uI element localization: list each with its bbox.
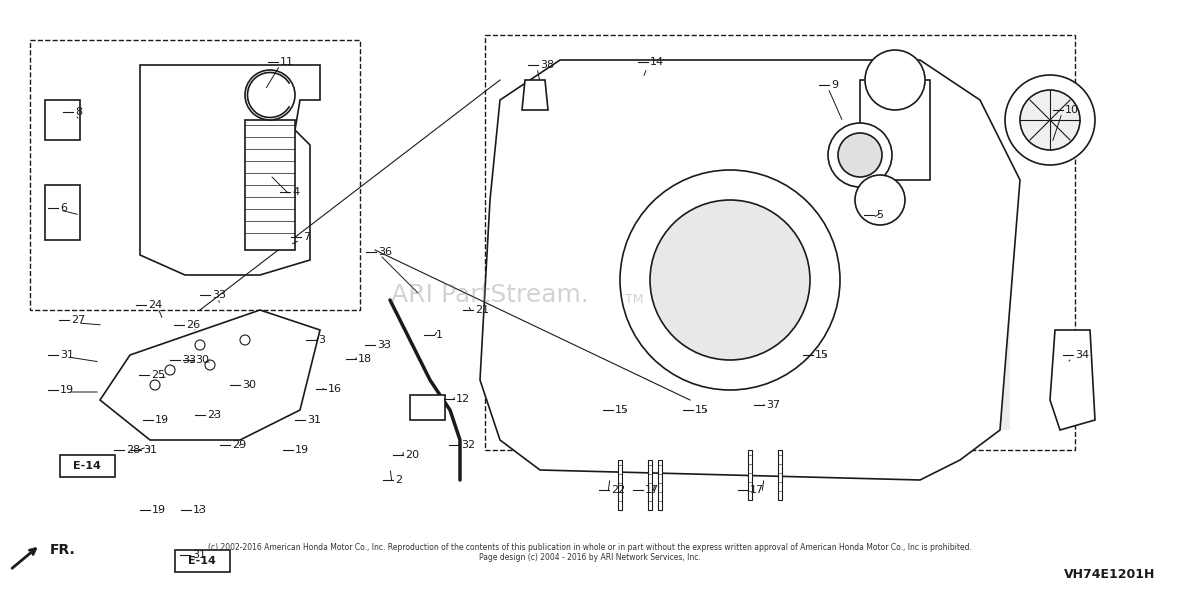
- Text: 21: 21: [476, 305, 490, 315]
- Text: 18: 18: [358, 354, 372, 364]
- Text: 7: 7: [303, 232, 310, 242]
- Bar: [245, 120, 295, 250]
- Text: 25: 25: [151, 370, 165, 380]
- Bar: [748, 450, 752, 500]
- Text: 19: 19: [152, 505, 166, 515]
- Circle shape: [205, 360, 215, 370]
- Text: 30: 30: [195, 355, 209, 365]
- Text: 14: 14: [650, 57, 664, 67]
- Circle shape: [245, 70, 295, 120]
- Bar: [30, 40, 360, 310]
- Text: 30: 30: [242, 380, 256, 390]
- Text: 19: 19: [295, 445, 309, 455]
- Text: 15: 15: [815, 350, 830, 360]
- Circle shape: [1005, 75, 1095, 165]
- Circle shape: [650, 200, 809, 360]
- Circle shape: [838, 133, 881, 177]
- Text: 13: 13: [194, 505, 206, 515]
- Text: 38: 38: [540, 60, 555, 70]
- Text: 20: 20: [405, 450, 419, 460]
- Circle shape: [165, 365, 175, 375]
- Polygon shape: [1050, 330, 1095, 430]
- Text: 3: 3: [317, 335, 324, 345]
- Text: TM: TM: [625, 293, 643, 306]
- Bar: [485, 35, 1075, 450]
- Bar: [45, 185, 80, 240]
- Text: 10: 10: [1066, 105, 1079, 115]
- Bar: [658, 460, 662, 510]
- Bar: [778, 450, 782, 500]
- Text: 31: 31: [143, 445, 157, 455]
- Text: 34: 34: [1075, 350, 1089, 360]
- Text: 31: 31: [192, 550, 206, 560]
- Text: 15: 15: [615, 405, 629, 415]
- Text: VH74E1201H: VH74E1201H: [1063, 569, 1155, 582]
- Text: 29: 29: [232, 440, 247, 450]
- Text: 19: 19: [60, 385, 74, 395]
- Text: E-14: E-14: [188, 556, 216, 566]
- Bar: [409, 395, 445, 420]
- Circle shape: [195, 340, 205, 350]
- Text: 27: 27: [71, 315, 85, 325]
- Text: 33: 33: [376, 340, 391, 350]
- Polygon shape: [522, 80, 548, 110]
- Text: 24: 24: [148, 300, 162, 310]
- Circle shape: [865, 50, 925, 110]
- Bar: [618, 460, 622, 510]
- Text: 2: 2: [395, 475, 402, 485]
- Circle shape: [856, 175, 905, 225]
- Text: 31: 31: [307, 415, 321, 425]
- Text: 4: 4: [291, 187, 299, 197]
- Bar: [560, 280, 1010, 430]
- Text: 8: 8: [76, 107, 83, 117]
- Circle shape: [1020, 90, 1080, 150]
- Polygon shape: [480, 60, 1020, 480]
- Text: 9: 9: [831, 80, 838, 90]
- Polygon shape: [100, 310, 320, 440]
- Text: 33: 33: [212, 290, 227, 300]
- Text: 15: 15: [695, 405, 709, 415]
- Polygon shape: [140, 65, 320, 275]
- Text: FR.: FR.: [50, 543, 76, 557]
- Text: 28: 28: [126, 445, 140, 455]
- Text: 23: 23: [206, 410, 221, 420]
- Text: Page design (c) 2004 - 2016 by ARI Network Services, Inc.: Page design (c) 2004 - 2016 by ARI Netwo…: [479, 553, 701, 562]
- Text: 17: 17: [750, 485, 765, 495]
- Text: 26: 26: [186, 320, 201, 330]
- Text: 37: 37: [766, 400, 780, 410]
- Circle shape: [240, 335, 250, 345]
- Bar: [860, 80, 930, 180]
- Text: E-14: E-14: [73, 461, 101, 471]
- Text: 16: 16: [328, 384, 342, 394]
- Text: 31: 31: [60, 350, 74, 360]
- Text: 17: 17: [645, 485, 660, 495]
- Bar: [60, 455, 114, 477]
- Text: 12: 12: [455, 394, 470, 404]
- Text: 32: 32: [461, 440, 476, 450]
- Bar: [648, 460, 653, 510]
- Text: 5: 5: [876, 210, 883, 220]
- Text: 6: 6: [60, 203, 67, 213]
- Circle shape: [150, 380, 160, 390]
- Text: 1: 1: [435, 330, 442, 340]
- Text: 11: 11: [280, 57, 294, 67]
- Text: 22: 22: [611, 485, 625, 495]
- Bar: [45, 100, 80, 140]
- Bar: [175, 550, 230, 572]
- Text: ARI PartStream.: ARI PartStream.: [391, 283, 589, 307]
- Text: 19: 19: [155, 415, 169, 425]
- Circle shape: [620, 170, 840, 390]
- Text: (c) 2002-2016 American Honda Motor Co., Inc. Reproduction of the contents of thi: (c) 2002-2016 American Honda Motor Co., …: [208, 542, 972, 552]
- Circle shape: [828, 123, 892, 187]
- Text: 33: 33: [182, 355, 196, 365]
- Text: 36: 36: [378, 247, 392, 257]
